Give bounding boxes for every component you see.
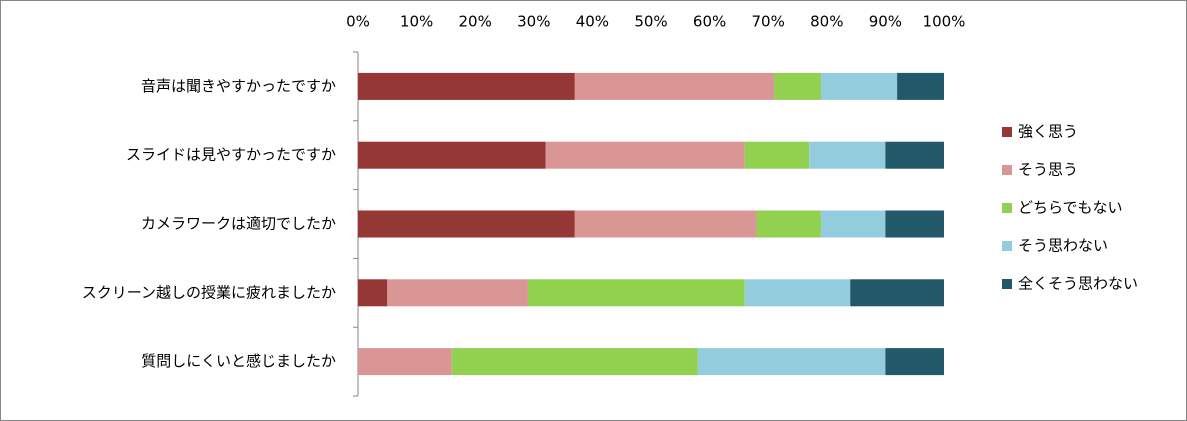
- legend-label: 全くそう思わない: [1018, 275, 1138, 293]
- bar-segment: [527, 279, 745, 307]
- bar-segment: [885, 141, 944, 169]
- legend-swatch: [1002, 127, 1012, 137]
- bar-segment: [358, 210, 575, 238]
- y-tick-label: スクリーン越しの授業に疲れましたか: [82, 283, 336, 301]
- bar-segment: [387, 279, 528, 307]
- x-tick-label: 80%: [810, 13, 843, 31]
- y-tick-label: 質問しにくいと感じましたか: [141, 352, 336, 370]
- legend-swatch: [1002, 241, 1012, 251]
- bar-segment: [756, 210, 821, 238]
- y-tick-label: カメラワークは適切でしたか: [141, 215, 336, 233]
- legend-swatch: [1002, 279, 1012, 289]
- legend-label: どちらでもない: [1018, 199, 1123, 217]
- bar-segment: [809, 141, 886, 169]
- legend-label: 強く思う: [1018, 123, 1078, 141]
- x-tick-label: 20%: [459, 13, 492, 31]
- x-tick-label: 10%: [400, 13, 433, 31]
- bar-segment: [358, 141, 546, 169]
- x-tick-label: 40%: [576, 13, 609, 31]
- bar-segment: [897, 72, 944, 100]
- legend-label: そう思う: [1018, 161, 1078, 179]
- bar-segment: [850, 279, 944, 307]
- x-tick-label: 0%: [346, 13, 370, 31]
- bar-segment: [358, 279, 388, 307]
- bar-segment: [574, 210, 757, 238]
- bar-segment: [358, 348, 452, 376]
- bar-segment: [697, 348, 886, 376]
- legend-swatch: [1002, 165, 1012, 175]
- x-tick-label: 30%: [517, 13, 550, 31]
- bar-segment: [744, 141, 810, 169]
- legend-label: そう思わない: [1018, 237, 1108, 255]
- bar-segment: [545, 141, 745, 169]
- x-tick-label: 60%: [693, 13, 726, 31]
- bar-segment: [820, 72, 898, 100]
- x-tick-label: 100%: [923, 13, 966, 31]
- x-tick-label: 90%: [869, 13, 902, 31]
- bar-segment: [744, 279, 851, 307]
- bar-segment: [885, 210, 944, 238]
- bar-segment: [451, 348, 698, 376]
- y-tick-label: 音声は聞きやすかったですか: [141, 77, 336, 95]
- bar-segment: [774, 72, 821, 100]
- bar-segment: [574, 72, 775, 100]
- legend-swatch: [1002, 203, 1012, 213]
- x-tick-label: 70%: [752, 13, 785, 31]
- y-tick-label: スライドは見やすかったですか: [126, 146, 336, 164]
- bar-segment: [885, 348, 944, 376]
- x-tick-label: 50%: [634, 13, 667, 31]
- bar-segment: [820, 210, 886, 238]
- bar-segment: [358, 72, 575, 100]
